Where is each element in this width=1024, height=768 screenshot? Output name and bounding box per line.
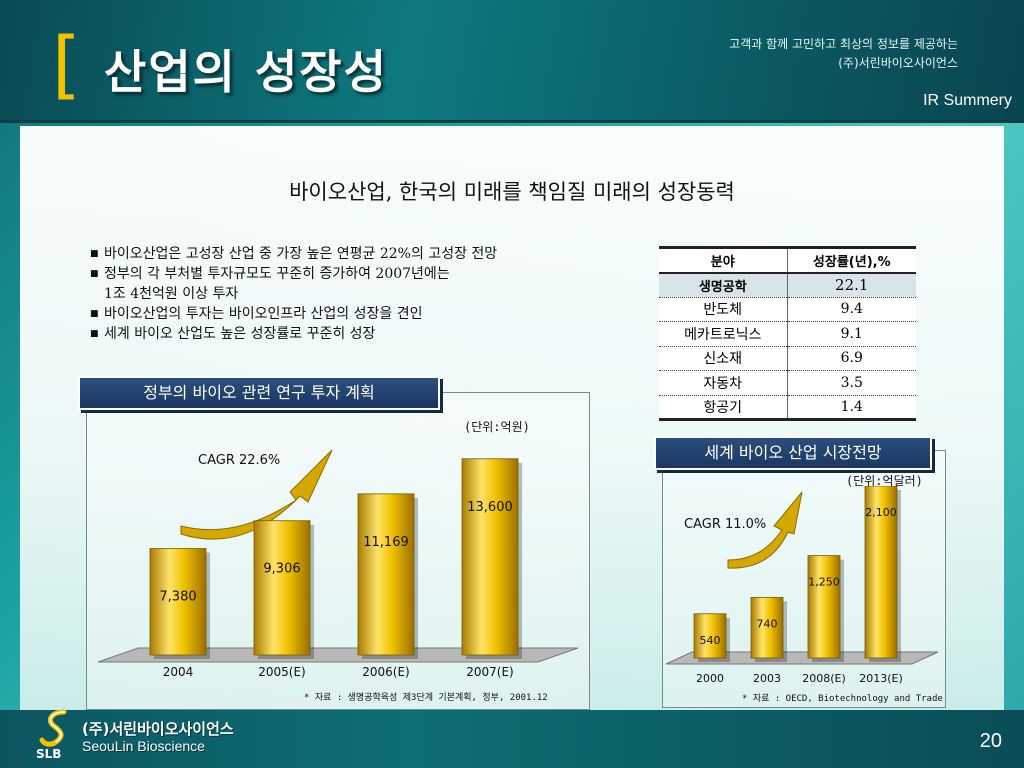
- bullet-marker-icon: ■: [90, 269, 99, 279]
- gov-investment-chart: CAGR 22.6% 7,380 2004 9,306 2005(E) 11,169 200…: [97, 449, 579, 679]
- slide-subtitle: 바이오산업, 한국의 미래를 책임질 미래의 성장동력: [289, 180, 735, 204]
- bar-value-label: 13,600: [467, 500, 513, 515]
- bar: [149, 548, 207, 656]
- table-row: 항공기 1.4: [659, 395, 916, 421]
- x-tick-label: 2006(E): [362, 665, 409, 679]
- title-bracket: [: [52, 22, 81, 108]
- world-market-chart-frame: [662, 450, 946, 708]
- table-row: 생명공학 22.1: [659, 272, 916, 298]
- bullet-list: ■ 바이오산업은 고성장 산업 중 가장 높은 연평균 22%의 고성장 전망 …: [90, 244, 650, 344]
- x-tick-label: 2000: [696, 672, 724, 685]
- cell-field: 항공기: [659, 395, 788, 421]
- x-tick-label: 2004: [163, 665, 194, 679]
- company-logo-icon: SLB: [36, 709, 67, 760]
- world-market-chart: CAGR 11.0% 540 2000 740 2003 1,250 2008(E) 2,10…: [665, 486, 939, 685]
- page-number: 20: [979, 730, 1002, 752]
- page-title: 산업의 성장성: [104, 45, 388, 99]
- x-tick-label: 2003: [753, 672, 781, 685]
- tagline-line-1: 고객과 함께 고민하고 최상의 정보를 제공하는: [729, 37, 958, 51]
- bar: [864, 486, 898, 659]
- footer-band: [0, 710, 1024, 768]
- bar: [253, 520, 311, 656]
- bar-value-label: 7,380: [159, 590, 196, 605]
- cell-rate: 1.4: [787, 395, 916, 421]
- cell-rate: 3.5: [787, 370, 916, 396]
- cell-field: 신소재: [659, 346, 788, 371]
- bullet-item: ■ 바이오산업은 고성장 산업 중 가장 높은 연평균 22%의 고성장 전망: [90, 244, 650, 264]
- growth-arrow-icon: [727, 491, 803, 569]
- section-label: IR Summery: [923, 92, 1012, 109]
- bullet-item: ■ 정부의 각 부처별 투자규모도 꾸준히 증가하여 2007년에는: [90, 264, 650, 284]
- bullet-marker-icon: ■: [90, 329, 99, 339]
- table-row: 반도체 9.4: [659, 297, 916, 322]
- bar: [357, 493, 415, 656]
- chart-floor: [97, 647, 579, 663]
- bullet-text: 바이오산업은 고성장 산업 중 가장 높은 연평균 22%의 고성장 전망: [104, 246, 498, 262]
- table-row: 자동차 3.5: [659, 370, 916, 396]
- header-divider: [0, 120, 1024, 123]
- cell-rate: 22.1: [787, 272, 916, 298]
- cell-field: 메카트로닉스: [659, 321, 788, 347]
- bullet-text: 정부의 각 부처별 투자규모도 꾸준히 증가하여 2007년에는: [104, 266, 450, 282]
- cell-field: 생명공학: [659, 272, 788, 298]
- company-name-english: SeouLin Bioscience: [82, 738, 205, 754]
- cagr-annotation: CAGR 22.6%: [198, 453, 280, 468]
- logo-abbreviation: SLB: [36, 747, 61, 760]
- bar-value-label: 1,250: [808, 576, 840, 589]
- cell-field: 자동차: [659, 370, 788, 396]
- column-header-rate: 성장률(년),%: [787, 246, 916, 274]
- header-band: [0, 0, 1024, 122]
- bullet-item: ■ 바이오산업의 투자는 바이오인프라 산업의 성장을 견인: [90, 304, 650, 324]
- bar: [693, 613, 727, 659]
- x-tick-label: 2008(E): [802, 672, 846, 685]
- gov-investment-chart-title: 정부의 바이오 관련 연구 투자 계획: [78, 376, 440, 410]
- bar-value-label: 9,306: [263, 562, 300, 577]
- bar-value-label: 11,169: [363, 535, 409, 550]
- bar-value-label: 2,100: [865, 506, 897, 519]
- bar: [807, 555, 841, 659]
- bullet-text: 바이오산업의 투자는 바이오인프라 산업의 성장을 견인: [104, 306, 423, 322]
- growth-rate-table: 분야 성장률(년),% 생명공학 22.1 반도체 9.4 메카트로닉스 9.1…: [659, 246, 916, 421]
- world-market-source: * 자료 : OECD, Biotechnology and Trade: [742, 694, 943, 704]
- tagline-line-2: (주)서린바이오사이언스: [838, 56, 958, 70]
- world-market-unit: (단위:억달러): [846, 474, 923, 488]
- x-tick-label: 2013(E): [859, 672, 903, 685]
- bullet-continuation: 1조 4천억원 이상 투자: [104, 286, 239, 302]
- x-tick-label: 2005(E): [258, 665, 305, 679]
- cell-rate: 6.9: [787, 346, 916, 371]
- bullet-marker-icon: ■: [90, 249, 99, 259]
- table-row: 메카트로닉스 9.1: [659, 321, 916, 347]
- bar: [750, 596, 784, 659]
- bar: [461, 458, 519, 656]
- gov-investment-unit: (단위:억원): [464, 420, 530, 434]
- company-name-korean: (주)서린바이오사이언스: [82, 720, 234, 738]
- cell-field: 반도체: [659, 297, 788, 322]
- bar-value-label: 540: [700, 634, 721, 647]
- bullet-marker-icon: ■: [90, 309, 99, 319]
- company-tagline: 고객과 함께 고민하고 최상의 정보를 제공하는 (주)서린바이오사이언스: [729, 35, 958, 73]
- table-header-row: 분야 성장률(년),%: [659, 246, 916, 274]
- world-market-chart-title: 세계 바이오 산업 시장전망: [654, 436, 932, 470]
- bar-value-label: 740: [757, 617, 778, 630]
- cagr-annotation: CAGR 11.0%: [684, 517, 766, 532]
- x-tick-label: 2007(E): [466, 665, 513, 679]
- bullet-text: 세계 바이오 산업도 높은 성장률로 꾸준히 성장: [104, 326, 376, 342]
- cell-rate: 9.1: [787, 321, 916, 347]
- column-header-field: 분야: [659, 246, 788, 274]
- bullet-item: ■ 세계 바이오 산업도 높은 성장률로 꾸준히 성장: [90, 324, 650, 344]
- table-row: 신소재 6.9: [659, 346, 916, 371]
- gov-investment-source: * 자료 : 생명공학육성 제3단계 기본계획, 정부, 2001.12: [304, 693, 548, 703]
- cell-rate: 9.4: [787, 297, 916, 322]
